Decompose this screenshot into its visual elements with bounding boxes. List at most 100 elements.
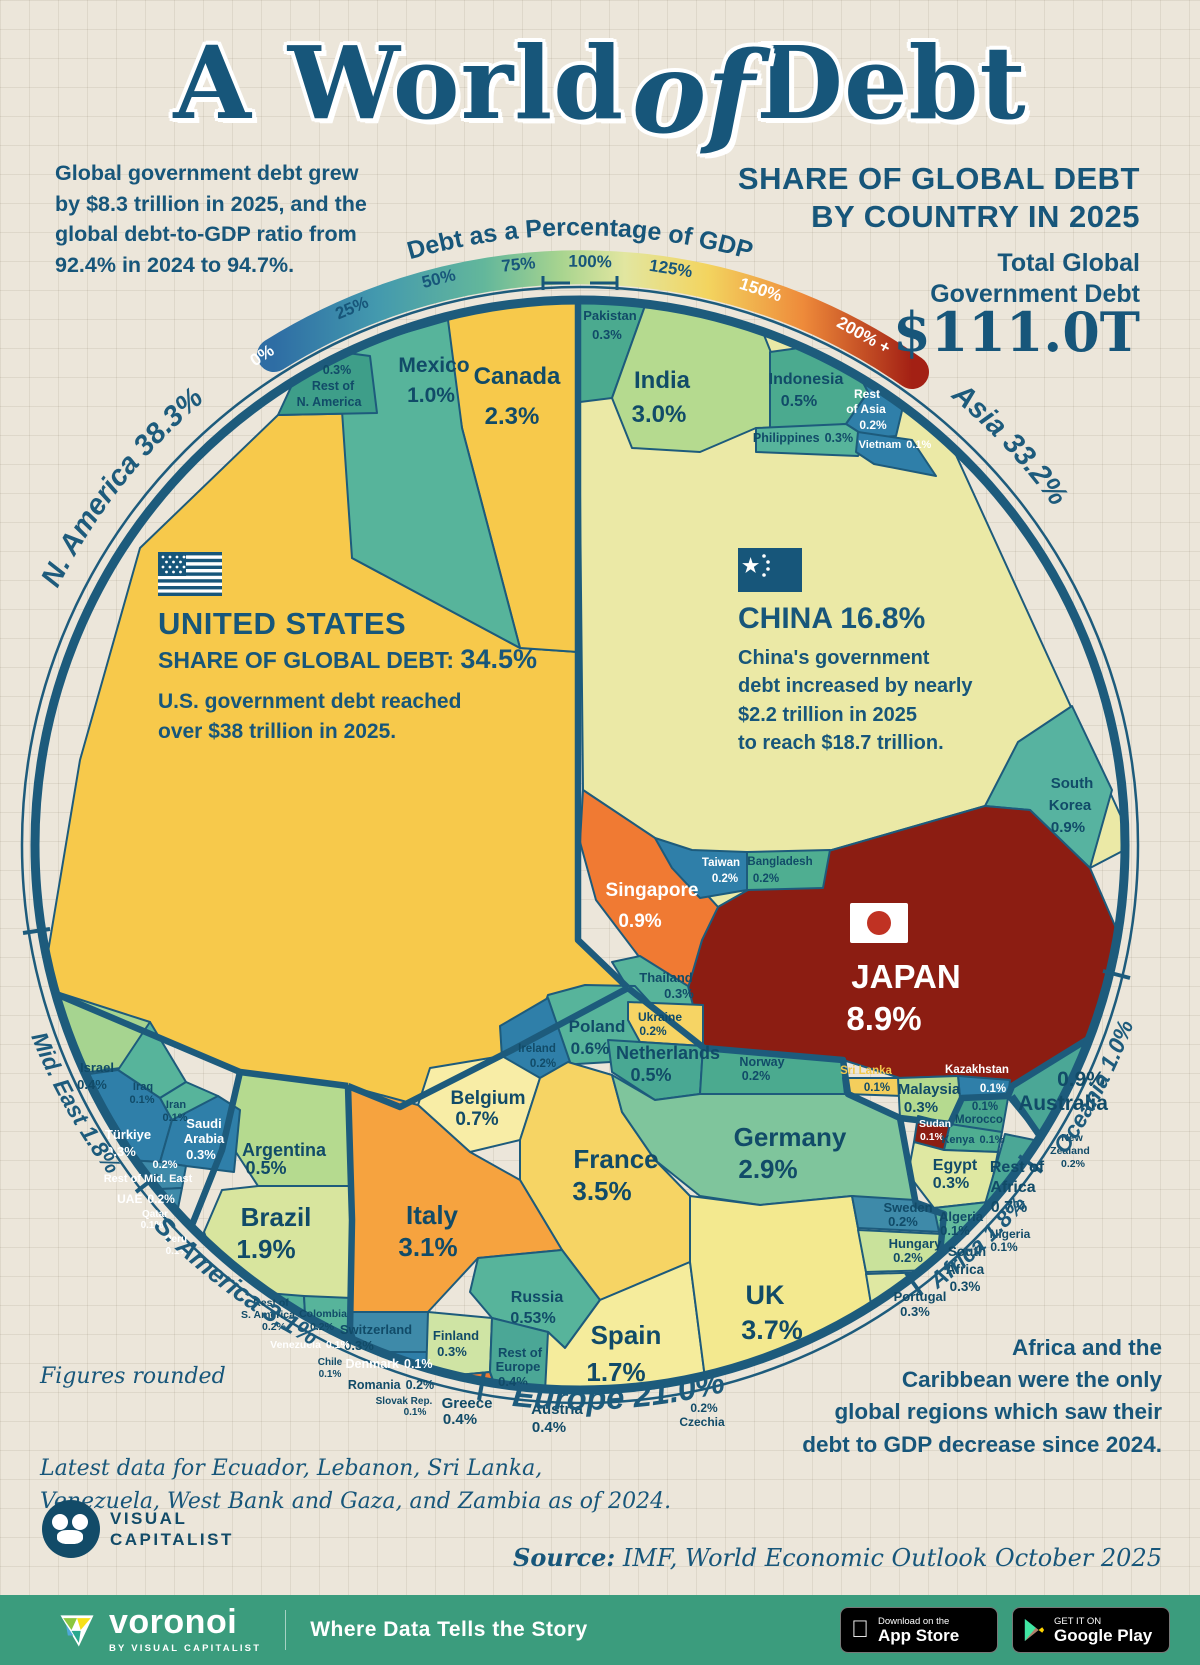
label-india-0: India [634,367,691,394]
text-segment: debt increased by nearly [738,675,973,698]
label-france-0: France [573,1144,658,1174]
label-mexico-0: Mexico [398,354,469,377]
text-segment: global regions which saw their [834,1399,1162,1425]
label-sudan-0: Sudan [919,1118,951,1130]
outer-ring [20,285,1140,1405]
app-store-top: Download on the [860,1615,949,1627]
text-segment: China's government [738,647,930,669]
label-rest-africa-1: Africa [990,1179,1035,1196]
china-name: CHINA 16.8% [738,602,926,635]
text-segment: debt to GDP decrease since 2024. [802,1431,1162,1457]
text-segment: SHARE OF GLOBAL DEBT [737,161,1140,196]
app-store-badge[interactable]:  Download on the App Store [840,1607,998,1653]
china-body: China's government debt increased by near… [738,644,1098,758]
label-morocco-0: 0.1% [972,1101,998,1113]
text-segment: . [938,732,944,755]
vc-logo-line1: VISUAL [110,1508,188,1528]
footer-tagline: Where Data Tells the Story [310,1618,588,1641]
label-slovak-0: Slovak Rep. [376,1396,433,1407]
label-colombia-0: Colombia [299,1308,347,1320]
label-indonesia-1: 0.5% [781,393,817,410]
text-segment: $18.7 trillion [821,732,939,755]
label-algeria-0: Algeria [939,1209,984,1224]
label-australia-1: Australia [1018,1092,1108,1115]
voronoi-logo-icon [60,1615,94,1647]
label-israel-1: 0.4% [77,1077,107,1092]
cell-vietnam [855,431,937,477]
label-slovak-1: 0.1% [404,1407,427,1418]
text-segment: in 2024 to [115,252,228,277]
title-part-a: A World [173,24,625,142]
apple-icon:  [851,1618,869,1642]
label-thailand-1: 0.3% [664,986,694,1001]
label-netherlands-0: Netherlands [616,1043,720,1063]
label-bangladesh-1: 0.2% [753,873,779,885]
label-netherlands-1: 0.5% [630,1065,671,1085]
text-segment: 92.4% [55,252,116,277]
total-debt-label: Total Global Government Debt [840,248,1140,311]
label-pakistan-1: 0.3% [592,327,622,342]
text-segment: $2.2 trillion [738,703,844,726]
voronoi-sub: BY VISUAL CAPITALIST [109,1643,262,1654]
label-ukraine-1: 0.2% [639,1024,667,1038]
label-germany-1: 2.9% [738,1154,797,1184]
label-austria-0: Austria [531,1401,583,1418]
text-segment: Total Global [997,249,1140,277]
label-india-1: 3.0% [632,401,687,428]
label-qatar-1: 0.1% [141,1220,164,1231]
label-ukraine-0: Ukraine [638,1010,682,1024]
label-portugal-0: Portugal [894,1289,947,1304]
label-rest-africa-2: 0.7% [991,1199,1027,1216]
note-africa-caribbean: Africa and the Caribbean were the only glo… [682,1332,1162,1461]
us-share-label: SHARE OF GLOBAL DEBT: [158,647,461,673]
label-argentina-0: Argentina [242,1140,327,1160]
text-segment: over [158,720,209,744]
label-rest-europe-0: Rest of [498,1345,543,1360]
label-taiwan-0: Taiwan [702,857,740,869]
google-play-icon [1024,1619,1045,1641]
scale-tick-3: 75% [501,253,537,275]
japan-callout: JAPAN 8.9% [846,903,961,1037]
text-segment: Africa [1011,1335,1076,1360]
label-kenya: Kenya 0.1% [941,1134,1004,1146]
subtitle: SHARE OF GLOBAL DEBT BY COUNTRY IN 2025 [660,160,1140,236]
label-philippines: Philippines 0.3% [753,431,853,445]
google-play-badge[interactable]: GET IT ON Google Play [1012,1607,1170,1653]
japan-value: 8.9% [846,1000,921,1037]
label-denmark: Denmark 0.1% [346,1357,433,1371]
label-argentina-1: 0.5% [245,1158,286,1178]
label-hungary-1: 0.2% [893,1250,923,1265]
label-south-korea-0: South [1051,775,1094,792]
voronoi-wordmark: voronoi [109,1603,238,1641]
source-label: Source: [513,1543,616,1572]
label-ireland-0: Ireland [518,1043,556,1055]
region-ticks [22,927,1131,1401]
label-poland-0: Poland [569,1017,626,1036]
label-rest-na-0: 0.3% [323,363,352,377]
label-qatar-0: Qatar [142,1209,168,1220]
text-segment: global debt-to-GDP ratio from [55,222,357,247]
scale-tick-4: 100% [568,252,612,272]
label-italy-0: Italy [406,1200,459,1230]
label-uae: UAE 0.2% [117,1192,175,1206]
text-segment: $38 trillion [208,720,314,744]
label-south-africa-2: 0.3% [950,1279,981,1294]
label-rest-me-0: 0.2% [152,1159,177,1171]
label-nigeria-1: 0.1% [990,1240,1018,1254]
label-romania: Romania 0.2% [348,1378,434,1392]
label-israel-0: Israel [80,1060,114,1075]
label-spain-1: 1.7% [586,1357,645,1387]
label-malaysia-0: Malaysia [898,1081,961,1098]
label-switzerland-1: 0.3% [344,1338,374,1353]
label-sri-lanka-0: Sri Lanka [840,1065,892,1077]
label-kazakhstan-0: Kazakhstan [945,1064,1009,1076]
label-egypt-0: Egypt [933,1157,978,1174]
label-thailand-0: Thailand [639,970,693,985]
label-saudi-2: 0.3% [186,1147,216,1162]
note-latest-data: Latest data for Ecuador, Lebanon, Sri La… [40,1452,671,1518]
label-algeria-1: 0.1% [940,1223,970,1238]
label-france-1: 3.5% [572,1176,631,1206]
title-part-b: Debt [756,24,1027,142]
text-segment: U.S. government debt reached [158,690,462,713]
